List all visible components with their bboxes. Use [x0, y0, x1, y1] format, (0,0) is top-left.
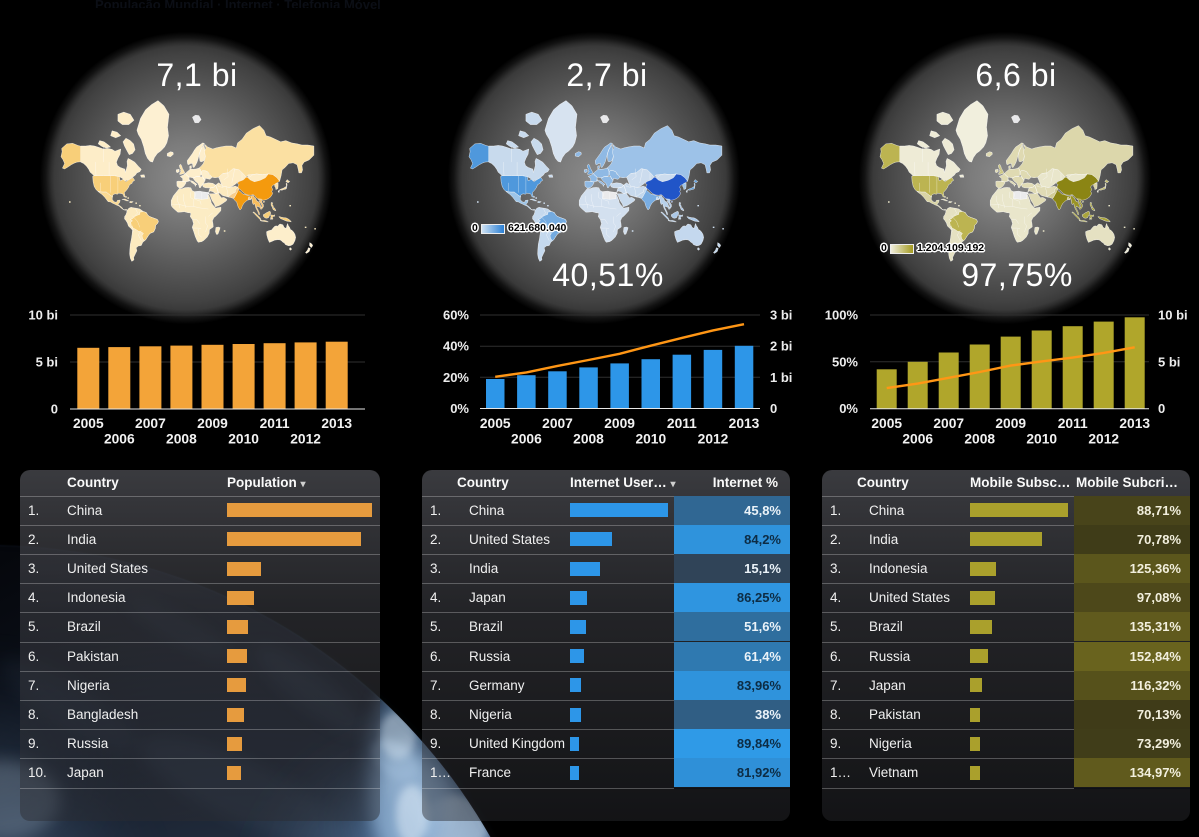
svg-text:50%: 50% [832, 354, 858, 369]
svg-text:2012: 2012 [1088, 432, 1119, 447]
svg-text:0%: 0% [839, 401, 858, 416]
svg-text:2011: 2011 [260, 416, 290, 431]
svg-text:5 bi: 5 bi [1158, 354, 1180, 369]
svg-text:2009: 2009 [197, 416, 228, 431]
svg-text:2009: 2009 [604, 416, 635, 431]
svg-text:2005: 2005 [73, 416, 104, 431]
svg-text:2 bi: 2 bi [770, 339, 792, 354]
svg-text:5 bi: 5 bi [36, 355, 58, 370]
svg-text:2008: 2008 [166, 432, 197, 447]
svg-text:2010: 2010 [635, 432, 666, 447]
svg-text:2011: 2011 [1058, 416, 1088, 431]
svg-text:2011: 2011 [667, 416, 697, 431]
svg-text:2006: 2006 [902, 432, 933, 447]
svg-text:60%: 60% [443, 308, 469, 323]
svg-text:2013: 2013 [321, 416, 352, 431]
svg-text:0: 0 [1158, 401, 1165, 416]
svg-text:0%: 0% [450, 401, 469, 416]
svg-text:2005: 2005 [480, 416, 511, 431]
svg-text:2005: 2005 [871, 416, 902, 431]
svg-text:2012: 2012 [290, 432, 321, 447]
svg-text:10 bi: 10 bi [1158, 308, 1188, 323]
svg-text:2007: 2007 [542, 416, 573, 431]
svg-text:10 bi: 10 bi [28, 308, 58, 323]
svg-text:0: 0 [51, 402, 58, 417]
svg-text:2007: 2007 [933, 416, 964, 431]
svg-text:40%: 40% [443, 339, 469, 354]
svg-text:2008: 2008 [964, 432, 995, 447]
svg-text:2007: 2007 [135, 416, 166, 431]
svg-text:100%: 100% [825, 308, 859, 323]
svg-text:3 bi: 3 bi [770, 308, 792, 323]
svg-text:2009: 2009 [995, 416, 1026, 431]
svg-text:0: 0 [770, 401, 777, 416]
svg-text:2006: 2006 [104, 432, 135, 447]
svg-text:2012: 2012 [698, 432, 729, 447]
svg-text:1 bi: 1 bi [770, 370, 792, 385]
svg-text:2010: 2010 [1026, 432, 1057, 447]
svg-text:2006: 2006 [511, 432, 542, 447]
svg-text:2008: 2008 [573, 432, 604, 447]
svg-text:2010: 2010 [228, 432, 259, 447]
svg-text:2013: 2013 [1119, 416, 1150, 431]
svg-text:2013: 2013 [729, 416, 760, 431]
svg-text:20%: 20% [443, 370, 469, 385]
